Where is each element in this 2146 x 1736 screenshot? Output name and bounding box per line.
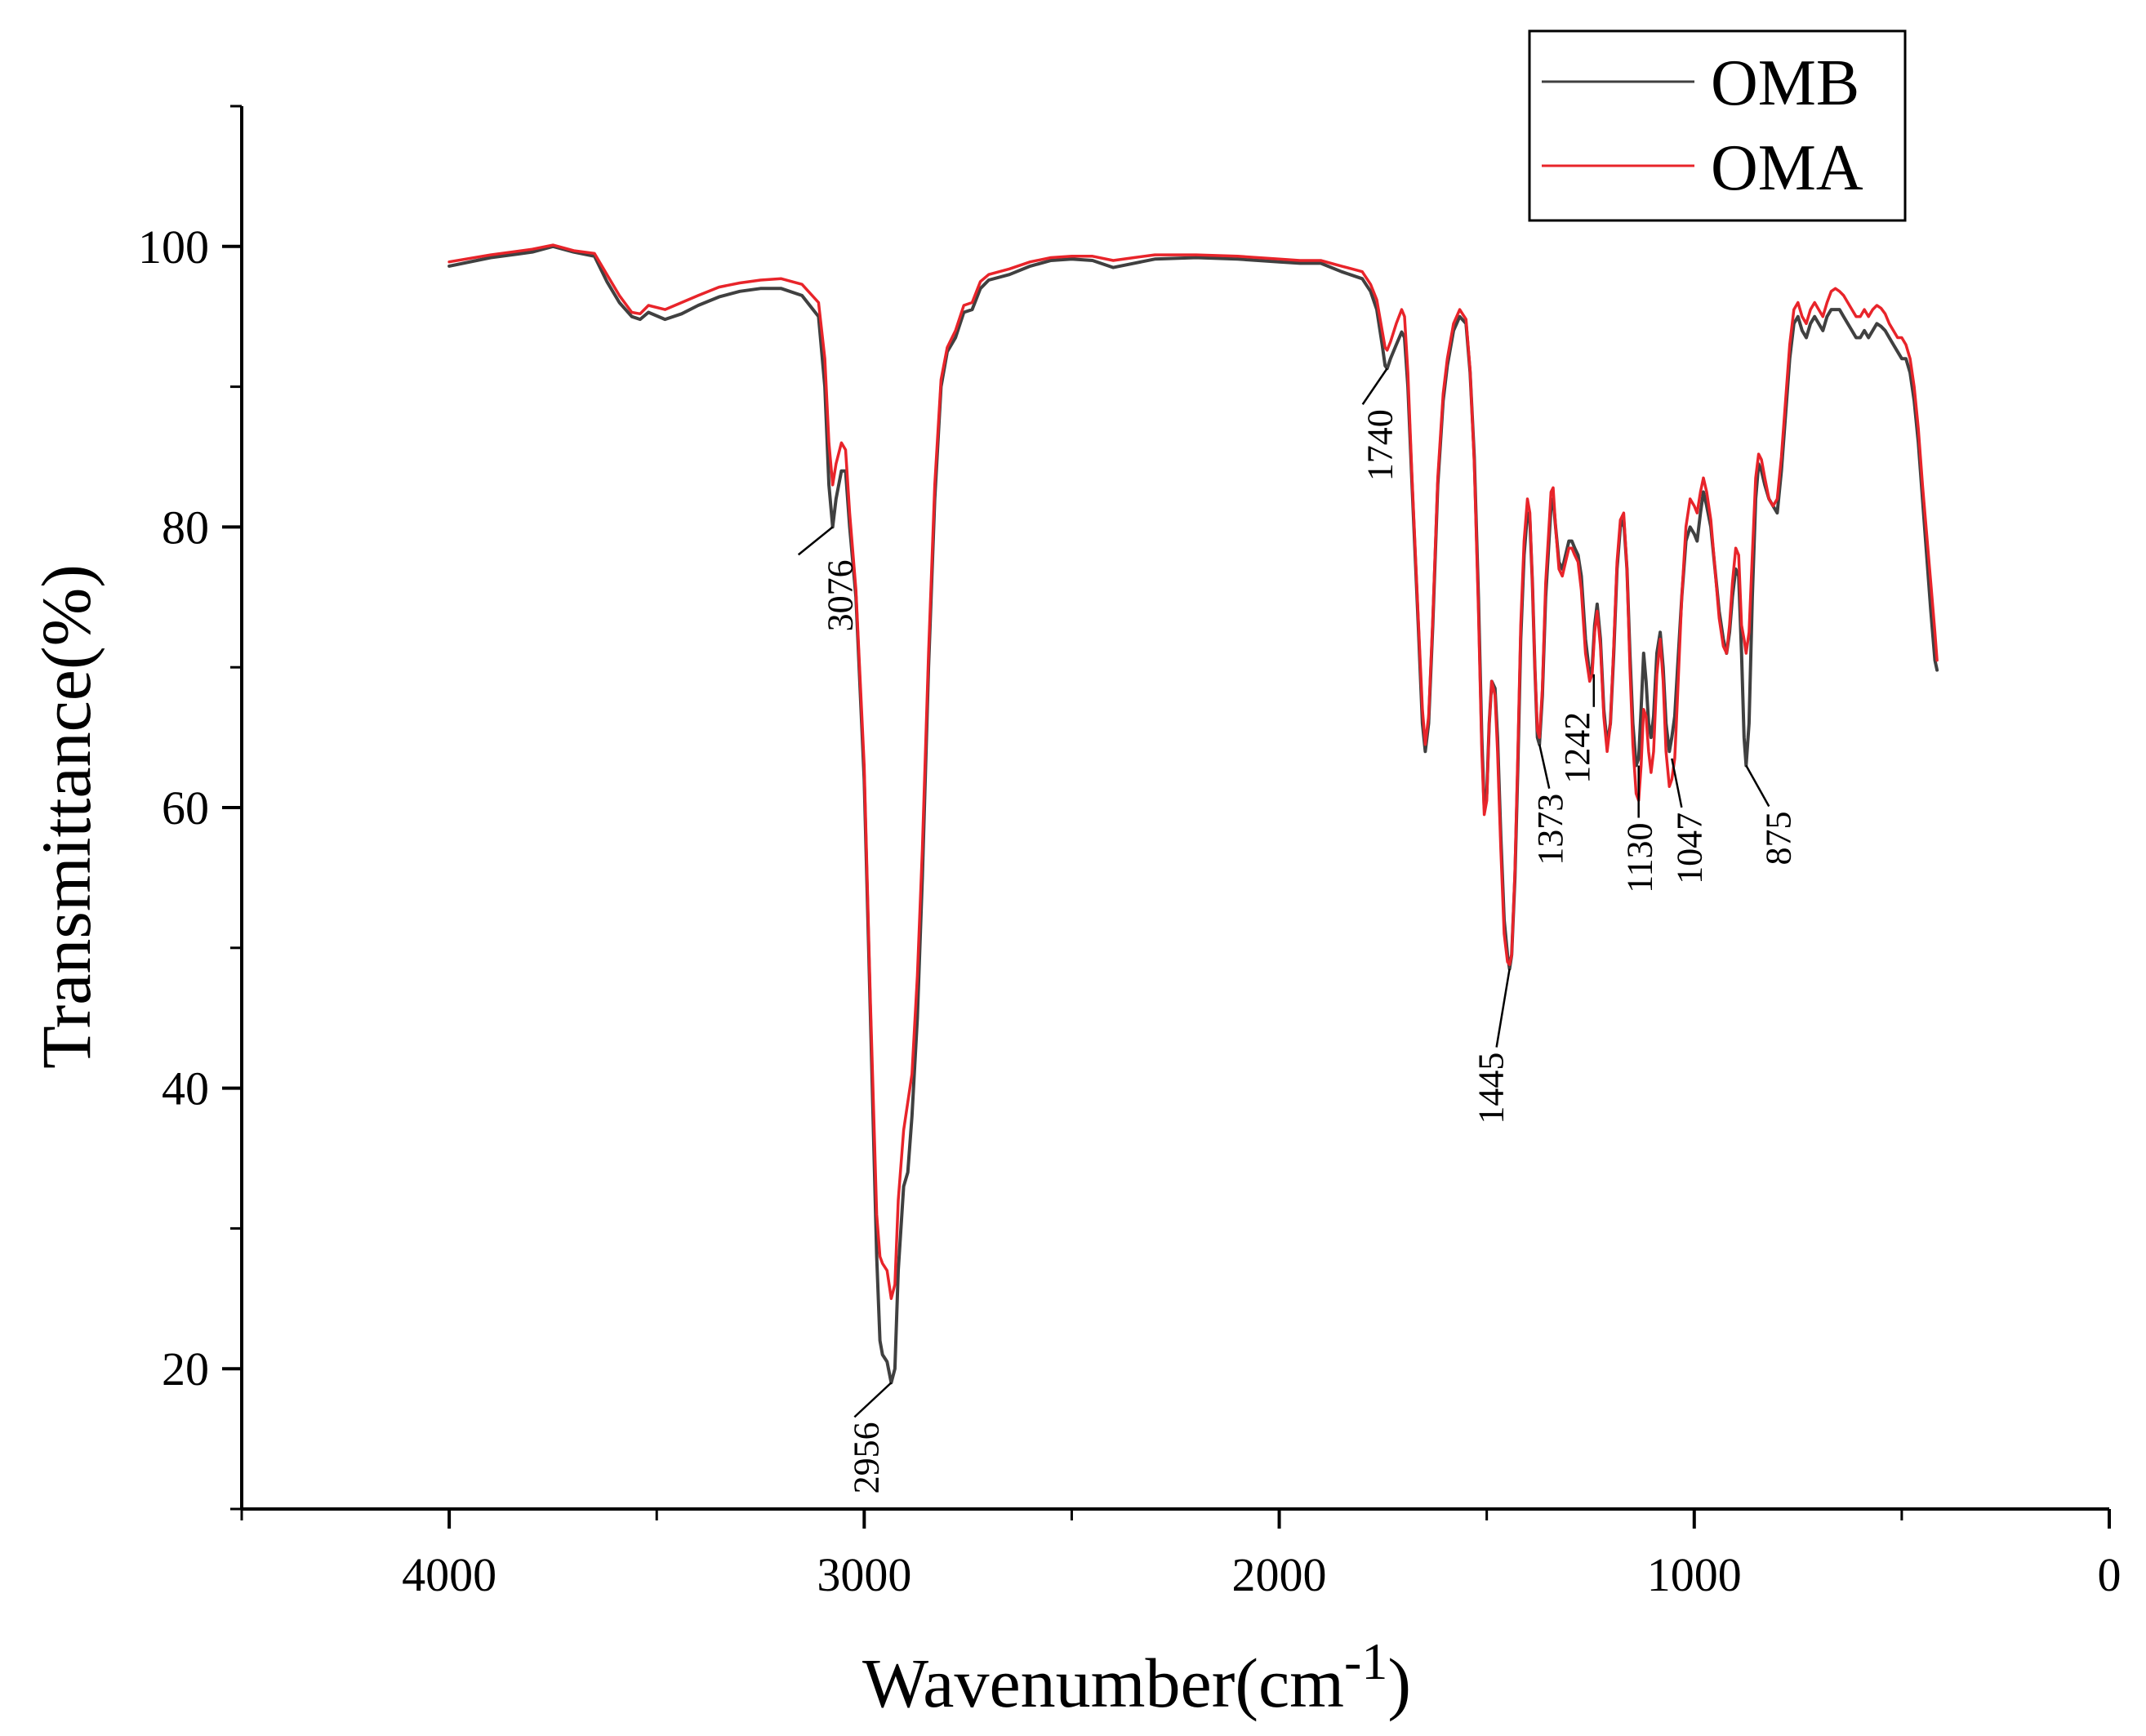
y-tick-label: 60 (162, 781, 209, 835)
x-tick-label: 2000 (1232, 1548, 1327, 1601)
legend-label-oma: OMA (1711, 132, 1863, 204)
x-axis-title-close: ) (1387, 1644, 1411, 1722)
y-axis-title: Transmittance(%) (27, 564, 105, 1069)
annotation-leader (1495, 968, 1511, 1048)
annotation-leader (1671, 758, 1683, 808)
x-axis-title-main: Wavenumber(cm (862, 1644, 1344, 1722)
y-tick-label: 40 (162, 1062, 209, 1115)
y-tick-label: 20 (162, 1342, 209, 1395)
ticks-group: 4000 3000 2000 1000 0 20 40 60 80 100 (138, 105, 2122, 1601)
x-tick-label: 0 (2098, 1548, 2122, 1601)
peak-label: 1373 (1530, 794, 1570, 866)
peak-label: 1445 (1471, 1053, 1512, 1124)
peak-label: 1740 (1360, 409, 1400, 481)
series-group (447, 243, 1939, 1385)
annotation-leader (1538, 744, 1551, 789)
y-tick-label: 80 (162, 501, 209, 554)
annotation-leader (853, 1382, 893, 1418)
annotation-leader (1745, 764, 1770, 808)
x-tick-label: 4000 (402, 1548, 496, 1601)
x-tick-label: 3000 (817, 1548, 911, 1601)
x-axis-title-sup: -1 (1344, 1632, 1387, 1690)
series-line-oma (447, 243, 1939, 1301)
legend-box (1528, 29, 1907, 222)
peak-label: 1130 (1620, 823, 1660, 893)
annotations-group: 3076 2956 1740 1445 1373 1242 1130 1047 875 (797, 367, 1798, 1493)
y-tick-label: 100 (138, 220, 209, 274)
x-tick-label: 1000 (1647, 1548, 1742, 1601)
peak-label: 1242 (1557, 712, 1597, 784)
annotation-leader (797, 526, 834, 556)
annotation-leader (1361, 367, 1388, 405)
peak-label: 3076 (821, 559, 861, 631)
peak-label: 875 (1758, 812, 1798, 866)
legend: OMB OMA (1528, 29, 1907, 222)
legend-label-omb: OMB (1711, 47, 1859, 119)
peak-label: 2956 (846, 1422, 886, 1493)
x-axis-title: Wavenumber(cm-1) (862, 1632, 1411, 1722)
peak-label: 1047 (1669, 812, 1709, 884)
